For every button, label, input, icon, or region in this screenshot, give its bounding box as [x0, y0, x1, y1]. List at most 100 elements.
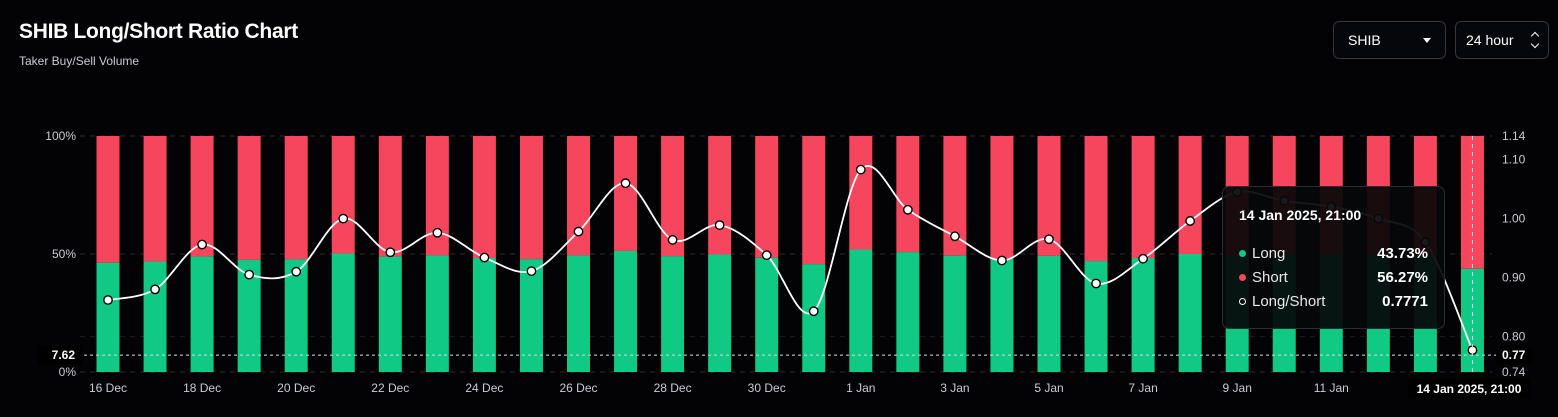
page-title: SHIB Long/Short Ratio Chart — [19, 20, 298, 43]
short-bar — [190, 136, 214, 257]
long-bar — [990, 258, 1014, 372]
long-bar — [614, 250, 638, 372]
ratio-point — [479, 252, 490, 263]
long-bar — [896, 252, 920, 372]
x-axis-tick: 3 Jan — [940, 381, 969, 395]
short-bar — [425, 136, 449, 256]
crosshair-label-bg — [1408, 379, 1530, 398]
ratio-point — [1044, 234, 1054, 245]
ratio-point — [150, 284, 160, 295]
ratio-point — [997, 255, 1007, 266]
short-bar — [755, 136, 779, 258]
x-axis-tick: 20 Dec — [277, 381, 315, 395]
left-ref-label-bg — [38, 346, 82, 365]
short-bar — [284, 136, 308, 260]
ratio-point — [902, 204, 913, 215]
symbol-select-value: SHIB — [1348, 32, 1381, 48]
short-bar — [567, 136, 590, 256]
x-axis-tick: 26 Dec — [559, 381, 597, 395]
short-bar — [1037, 136, 1061, 256]
x-axis-tick: 9 Jan — [1223, 381, 1252, 395]
long-bar — [661, 256, 685, 372]
period-select-value: 24 hour — [1466, 32, 1514, 48]
short-bar — [614, 136, 638, 251]
ratio-dot-icon — [1239, 297, 1246, 305]
right-axis-tick: 1.14 — [1502, 129, 1526, 143]
ratio-point — [950, 231, 960, 242]
page-subtitle: Taker Buy/Sell Volume — [19, 54, 140, 68]
long-bar — [237, 259, 261, 372]
long-bar — [1084, 261, 1108, 372]
x-axis-tick: 11 Jan — [1314, 381, 1349, 395]
left-axis-tick: 100% — [45, 129, 76, 143]
right-axis-tick: 0.90 — [1502, 271, 1526, 285]
long-bar — [331, 253, 355, 372]
ratio-point — [714, 220, 725, 230]
ratio-point — [620, 178, 631, 189]
short-bar — [896, 136, 920, 253]
ratio-point — [1091, 278, 1101, 289]
long-bar — [1131, 258, 1155, 372]
crosshair-date-label: 14 Jan 2025, 21:00 — [1417, 382, 1522, 396]
x-axis-tick: 30 Dec — [748, 381, 786, 395]
long-bar — [802, 264, 826, 372]
short-bar — [943, 136, 967, 256]
short-bar — [378, 136, 402, 257]
right-axis-tick: 1.10 — [1502, 153, 1526, 167]
short-bar — [472, 136, 496, 259]
short-dot-icon — [1239, 273, 1246, 281]
ratio-point — [291, 266, 302, 277]
right-axis-tick: 0.74 — [1502, 365, 1526, 379]
short-bar — [802, 136, 826, 265]
long-bar — [943, 255, 967, 372]
long-bar — [378, 256, 402, 372]
ratio-point — [761, 250, 772, 261]
short-bar — [96, 136, 120, 263]
right-ref-label: 0.77 — [1502, 348, 1526, 362]
x-axis-tick: 5 Jan — [1034, 381, 1063, 395]
long-bar — [567, 255, 590, 372]
short-bar — [661, 136, 685, 257]
short-bar — [1178, 136, 1202, 254]
ratio-point — [244, 269, 255, 280]
left-axis-tick: 0% — [59, 365, 77, 379]
period-select[interactable]: 24 hour — [1455, 21, 1549, 59]
tooltip-label: Long — [1252, 244, 1286, 262]
ratio-point — [385, 247, 396, 258]
x-axis-tick: 16 Dec — [89, 381, 127, 395]
long-bar — [472, 258, 496, 372]
ratio-point — [338, 213, 349, 224]
short-bar — [708, 136, 732, 255]
ratio-point — [808, 306, 819, 317]
tooltip-value: 0.7771 — [1382, 292, 1428, 310]
chart-tooltip: 14 Jan 2025, 21:00 Long 43.73% Short 56.… — [1222, 186, 1445, 329]
short-bar — [849, 136, 873, 250]
caret-down-icon — [1423, 37, 1431, 43]
long-bar — [755, 257, 779, 372]
tooltip-label: Short — [1252, 268, 1288, 286]
short-bar — [143, 136, 167, 262]
x-axis-tick: 7 Jan — [1128, 381, 1157, 395]
short-bar — [237, 136, 261, 260]
x-axis-tick: 1 Jan — [846, 381, 875, 395]
tooltip-value: 43.73% — [1377, 244, 1428, 262]
long-bar — [708, 254, 732, 372]
left-ref-label: 7.62 — [52, 348, 76, 362]
symbol-select[interactable]: SHIB — [1333, 21, 1446, 59]
x-axis-tick: 18 Dec — [183, 381, 221, 395]
tooltip-value: 56.27% — [1377, 268, 1428, 286]
tooltip-row-ratio: Long/Short 0.7771 — [1239, 289, 1428, 313]
tooltip-label: Long/Short — [1252, 292, 1326, 310]
short-bar — [1131, 136, 1155, 259]
tooltip-row-long: Long 43.73% — [1239, 241, 1428, 265]
short-bar — [1084, 136, 1108, 262]
x-axis-tick: 24 Dec — [465, 381, 503, 395]
x-axis-tick: 22 Dec — [371, 381, 409, 395]
ratio-point — [1185, 216, 1196, 226]
ratio-point — [432, 227, 443, 238]
right-axis-tick: 1.00 — [1502, 212, 1526, 226]
ratio-point — [667, 234, 678, 245]
short-bar — [519, 136, 543, 260]
long-dot-icon — [1239, 249, 1246, 257]
long-bar — [425, 255, 449, 372]
